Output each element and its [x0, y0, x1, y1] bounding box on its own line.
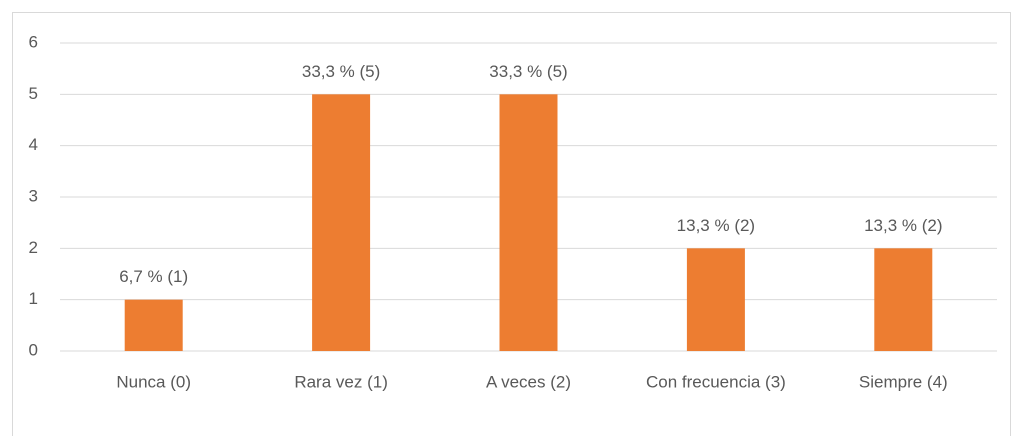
data-label: 13,3 % (2): [864, 216, 942, 235]
y-tick-label: 4: [29, 135, 38, 154]
y-tick-label: 2: [29, 238, 38, 257]
data-label: 6,7 % (1): [119, 267, 188, 286]
data-label: 33,3 % (5): [489, 62, 567, 81]
y-tick-label: 1: [29, 289, 38, 308]
bar: [499, 94, 558, 351]
x-tick-label: Siempre (4): [859, 372, 948, 391]
bar: [124, 299, 183, 351]
data-label: 13,3 % (2): [677, 216, 755, 235]
y-tick-label: 5: [29, 84, 38, 103]
y-tick-label: 0: [29, 340, 38, 359]
x-tick-label: Rara vez (1): [294, 372, 388, 391]
data-label: 33,3 % (5): [302, 62, 380, 81]
y-tick-label: 3: [29, 186, 38, 205]
bar: [312, 94, 371, 351]
bar: [874, 248, 933, 351]
x-tick-label: Nunca (0): [116, 372, 191, 391]
bar: [686, 248, 745, 351]
x-tick-label: A veces (2): [486, 372, 571, 391]
y-tick-label: 6: [29, 32, 38, 51]
x-tick-label: Con frecuencia (3): [646, 372, 786, 391]
